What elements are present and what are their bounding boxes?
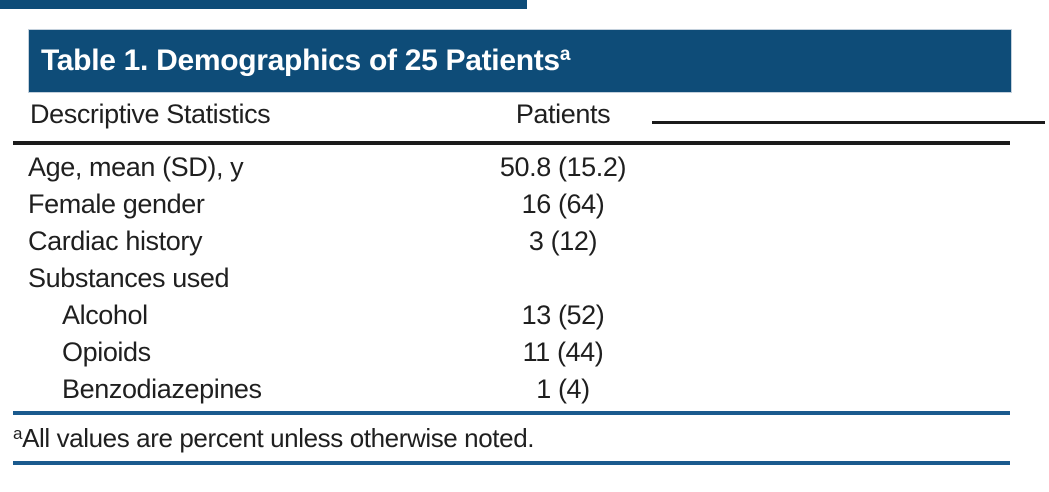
table-row: Cardiac history 3 (12): [28, 223, 1049, 260]
row-label: Age, mean (SD), y: [28, 152, 244, 182]
table-title: Table 1. Demographics of 25 Patientsa: [29, 44, 570, 78]
table-row: Alcohol 13 (52): [28, 297, 1049, 334]
page-crop-fragment-rule: [652, 121, 1045, 124]
row-value: 50.8 (15.2): [499, 152, 627, 182]
row-value: 13 (52): [521, 300, 605, 330]
table-title-band: Table 1. Demographics of 25 Patientsa: [28, 29, 1012, 93]
row-label: Substances used: [28, 263, 230, 293]
footnote-top-rule: [13, 411, 1010, 415]
table-row: Female gender 16 (64): [28, 186, 1049, 223]
row-value: 3 (12): [528, 226, 598, 256]
footnote-bottom-rule: [13, 461, 1010, 465]
footnote-marker: a: [13, 424, 23, 443]
row-label: Female gender: [28, 189, 205, 219]
row-value: 1 (4): [536, 374, 590, 404]
table-row: Age, mean (SD), y 50.8 (15.2): [28, 149, 1049, 186]
header-divider-rule: [13, 141, 1010, 145]
row-label: Alcohol: [62, 300, 148, 330]
row-value: 11 (44): [522, 337, 604, 367]
table-row: Benzodiazepines 1 (4): [28, 371, 1049, 408]
row-label: Benzodiazepines: [62, 374, 262, 404]
row-label: Opioids: [62, 337, 151, 367]
table-title-text: Table 1. Demographics of 25 Patients: [41, 44, 560, 77]
footnote-text: All values are percent unless otherwise …: [22, 423, 535, 453]
table-title-footnote-marker: a: [559, 44, 571, 65]
table-row: Substances used: [28, 260, 1049, 297]
column-header-patients: Patients: [515, 99, 611, 129]
table-rows: Age, mean (SD), y 50.8 (15.2) Female gen…: [28, 149, 1049, 408]
page-crop-fragment-top-bar: [0, 0, 527, 9]
column-header-row: Descriptive Statistics Patients: [28, 99, 1049, 139]
column-header-descriptive-statistics: Descriptive Statistics: [30, 99, 271, 129]
table-row: Opioids 11 (44): [28, 334, 1049, 371]
row-value: 16 (64): [521, 189, 605, 219]
row-label: Cardiac history: [28, 226, 203, 256]
footnote: aAll values are percent unless otherwise…: [13, 420, 1013, 460]
